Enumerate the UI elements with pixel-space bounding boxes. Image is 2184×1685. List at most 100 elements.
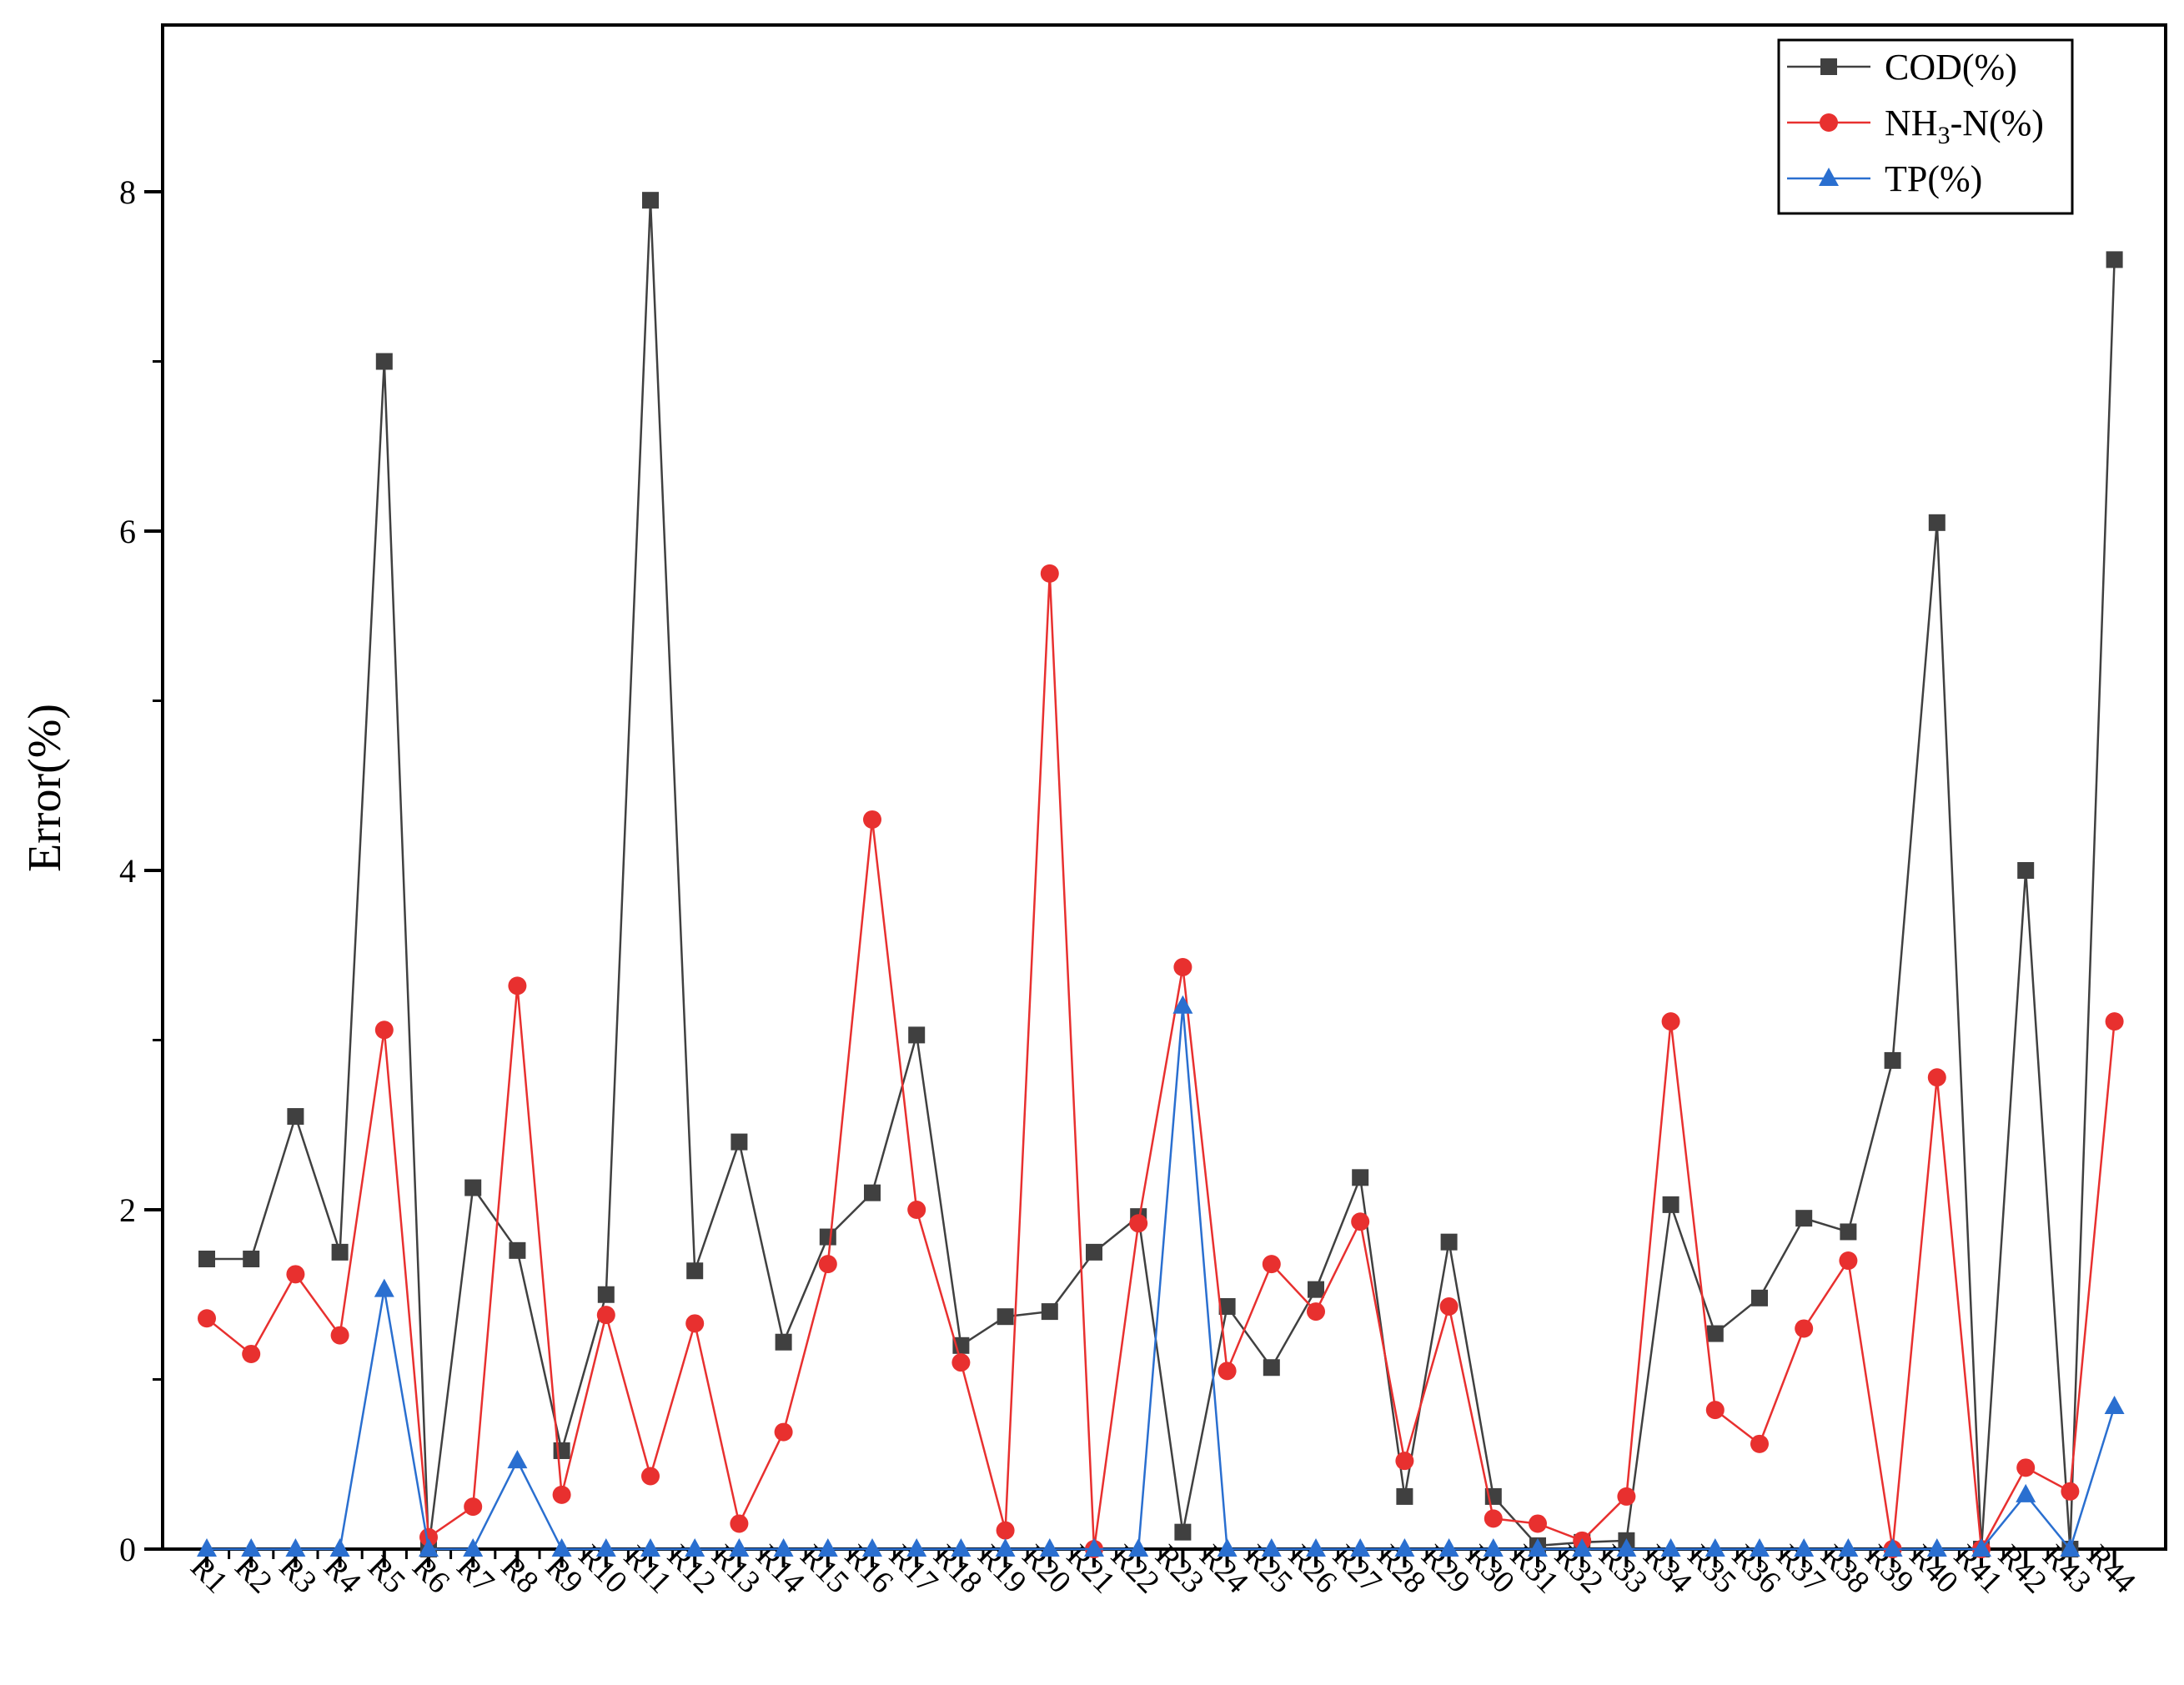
data-point	[864, 1184, 881, 1201]
data-point	[685, 1314, 705, 1333]
data-point	[1751, 1289, 1768, 1306]
data-point	[951, 1353, 971, 1372]
data-point	[1483, 1538, 1504, 1557]
legend-item: NH3-N(%)	[1787, 103, 2044, 149]
legend-label-main: TP(%)	[1885, 158, 1982, 199]
data-point	[463, 1538, 484, 1557]
data-point	[862, 1538, 882, 1557]
legend-marker	[1819, 168, 1839, 186]
data-point	[817, 1538, 838, 1557]
data-point	[1306, 1538, 1326, 1557]
data-point	[197, 1538, 217, 1557]
data-point	[1926, 1538, 1947, 1557]
data-point	[2061, 1482, 2080, 1501]
data-point	[285, 1538, 306, 1557]
data-point	[1705, 1538, 1725, 1557]
x-tick-label: R7	[449, 1549, 500, 1600]
data-point	[1352, 1169, 1369, 1186]
data-point	[1039, 1538, 1060, 1557]
data-point	[1218, 1297, 1236, 1315]
data-point	[1529, 1514, 1547, 1533]
data-point	[773, 1538, 794, 1557]
data-point	[731, 1133, 748, 1151]
series-line	[207, 200, 2116, 1550]
data-point	[1263, 1359, 1280, 1377]
data-point	[818, 1255, 837, 1274]
data-point	[996, 1521, 1015, 1540]
data-point	[419, 1527, 438, 1547]
series-line	[206, 573, 2116, 1553]
data-point	[642, 192, 659, 209]
data-point	[596, 1306, 615, 1325]
data-point	[331, 1243, 349, 1261]
legend-item: TP(%)	[1787, 158, 1982, 199]
legend-marker	[1820, 58, 1837, 75]
data-point	[508, 976, 527, 995]
data-point	[242, 1344, 261, 1363]
data-point	[1129, 1214, 1148, 1233]
data-point	[286, 1265, 305, 1284]
data-point	[553, 1442, 570, 1459]
data-point	[729, 1538, 750, 1557]
data-point	[1217, 1538, 1238, 1557]
data-point	[551, 1538, 572, 1557]
data-point	[1660, 1538, 1681, 1557]
data-point	[1308, 1281, 1324, 1298]
data-point	[375, 353, 393, 370]
data-point	[1396, 1487, 1413, 1505]
data-point	[1172, 995, 1193, 1014]
data-point	[419, 1538, 439, 1557]
data-point	[1572, 1538, 1593, 1557]
data-point	[1882, 1538, 1903, 1557]
data-point	[2016, 1483, 2036, 1502]
data-point	[329, 1538, 350, 1557]
data-point	[775, 1333, 792, 1351]
data-point	[1218, 1362, 1237, 1381]
data-point	[1440, 1233, 1458, 1251]
legend: COD(%) NH3-N(%) TP(%)	[1777, 38, 2074, 215]
x-tick-label: R5	[361, 1549, 412, 1600]
data-point	[2060, 1538, 2081, 1557]
data-point	[1086, 1243, 1102, 1261]
data-point	[243, 1251, 260, 1268]
data-point	[1307, 1302, 1325, 1321]
data-point	[1617, 1487, 1636, 1506]
data-point	[552, 1485, 571, 1504]
y-tick-label: 0	[119, 1531, 136, 1568]
data-point	[198, 1251, 215, 1268]
data-point	[2017, 862, 2035, 879]
data-point	[1838, 1538, 1859, 1557]
legend-label-main: COD(%)	[1885, 47, 2017, 88]
data-point	[685, 1538, 705, 1557]
series-2	[197, 995, 2125, 1557]
series-1	[198, 564, 2124, 1558]
y-axis: 0 2 4 6 8	[119, 173, 163, 1568]
data-point	[1706, 1325, 1724, 1342]
data-point	[908, 1026, 926, 1044]
x-tick-label: R2	[228, 1549, 279, 1600]
y-tick-label: 6	[119, 513, 136, 550]
data-point	[1084, 1538, 1104, 1557]
legend-label: TP(%)	[1885, 158, 1982, 199]
data-point	[1174, 1523, 1192, 1541]
data-point	[1528, 1538, 1548, 1557]
legend-label-tail: -N(%)	[1951, 103, 2044, 143]
data-point	[1840, 1223, 1857, 1241]
data-point	[640, 1538, 660, 1557]
data-point	[595, 1538, 616, 1557]
data-point	[1750, 1538, 1770, 1557]
data-point	[774, 1422, 793, 1442]
y-tick-label: 4	[119, 852, 136, 890]
data-point	[1261, 1538, 1282, 1557]
y-axis-title: Error(%)	[19, 704, 71, 872]
data-point	[730, 1514, 749, 1533]
plot-frame	[161, 23, 2167, 1551]
data-point	[464, 1179, 482, 1196]
data-point	[597, 1286, 615, 1303]
data-point	[241, 1538, 262, 1557]
data-point	[1350, 1538, 1371, 1557]
data-point	[1484, 1509, 1503, 1528]
data-point	[464, 1497, 483, 1517]
